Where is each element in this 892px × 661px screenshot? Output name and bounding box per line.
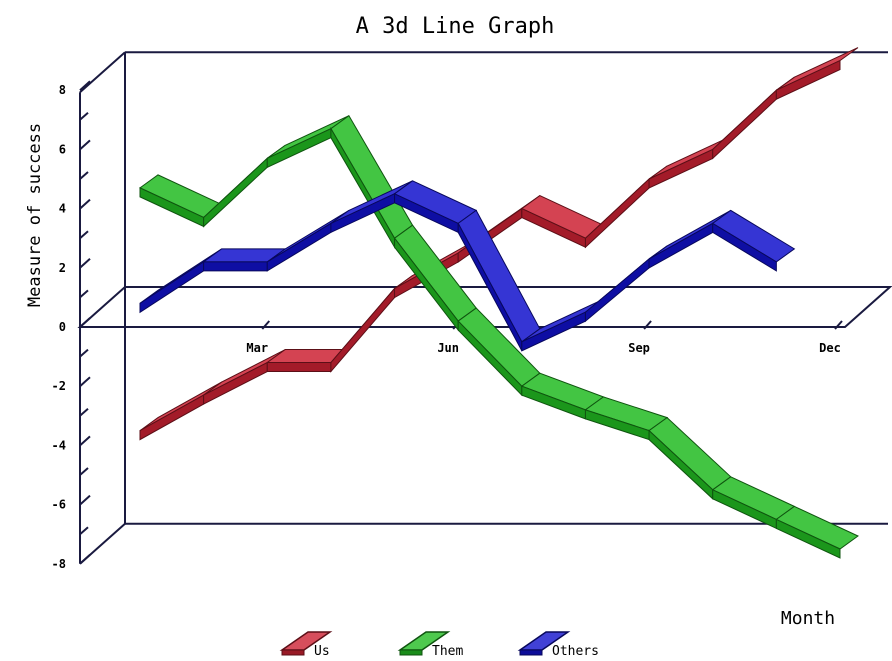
y-tick-mark <box>79 435 91 447</box>
y-axis-ticks: 8 6 4 2 0 -2 -4 -6 -8 <box>52 80 91 571</box>
y-tick-label: 2 <box>59 261 66 275</box>
y-minor-tick-mark <box>79 467 89 476</box>
y-axis-label: Measure of success <box>25 123 45 307</box>
ribbon-side-segment <box>712 89 777 160</box>
x-tick-label: Dec <box>819 341 841 355</box>
y-minor-tick-mark <box>79 408 89 417</box>
y-minor-tick-mark <box>79 348 89 358</box>
legend-swatch-side <box>399 649 423 656</box>
x-tick-label: Sep <box>628 341 650 355</box>
y-tick-mark <box>79 376 91 387</box>
chart-frame <box>77 51 892 565</box>
ribbon-side-segment <box>775 518 841 559</box>
y-tick-label: -4 <box>52 438 66 452</box>
x-axis-label: Month <box>781 608 835 629</box>
y-tick-mark <box>79 139 91 151</box>
ribbon-side-segment <box>203 361 268 405</box>
ribbon-side-segment <box>203 157 268 228</box>
x-tick-label: Jun <box>437 341 459 355</box>
ribbon-side-segment <box>139 394 205 441</box>
y-tick-label: 6 <box>59 142 66 156</box>
ribbon-side-segment <box>266 127 332 169</box>
legend-item-us: Us <box>279 631 333 659</box>
ribbon-side-segment <box>584 177 650 249</box>
y-tick-label: 8 <box>59 83 66 97</box>
y-tick-mark <box>79 317 91 328</box>
legend-label: Us <box>314 644 330 659</box>
ribbon-side-segment <box>266 362 332 373</box>
y-tick-mark <box>79 198 91 210</box>
x-tick-mark <box>834 320 843 330</box>
ribbon-side-segment <box>203 261 268 272</box>
ribbon-top-segment <box>203 349 286 396</box>
ribbon-side-segment <box>648 222 714 269</box>
x-tick-mark <box>643 320 652 330</box>
ribbon-top-segment <box>776 47 859 91</box>
y-minor-tick-mark <box>79 112 89 121</box>
legend-swatch-side <box>519 649 543 656</box>
y-tick-mark <box>79 554 91 565</box>
y-tick-label: 0 <box>59 320 66 334</box>
y-tick-label: -8 <box>52 557 66 571</box>
legend-label: Others <box>552 644 599 659</box>
ribbon-top-segment <box>648 416 732 491</box>
ribbon-top-segment <box>648 135 732 180</box>
series-ribbons <box>139 47 859 559</box>
ribbon-side-segment <box>330 287 396 373</box>
legend-item-them: Them <box>397 631 463 659</box>
x-tick-label: Mar <box>246 341 268 355</box>
ribbon-side-segment <box>648 148 714 189</box>
ribbon-side-segment <box>712 222 777 272</box>
series-ribbon-others <box>139 180 796 352</box>
ribbon-side-segment <box>266 222 332 272</box>
series-ribbon-us <box>139 47 859 441</box>
ribbon-side-segment <box>584 257 650 323</box>
legend: Us Them Others <box>279 631 599 659</box>
y-minor-tick-mark <box>79 289 89 299</box>
y-tick-label: 4 <box>59 202 66 216</box>
chart-title: A 3d Line Graph <box>356 14 555 39</box>
y-tick-mark <box>79 494 91 506</box>
y-tick-mark <box>79 80 91 91</box>
y-tick-mark <box>79 258 91 269</box>
legend-label: Them <box>432 644 463 659</box>
legend-swatch-side <box>281 649 305 656</box>
x-tick-mark <box>261 320 271 330</box>
y-minor-tick-mark <box>79 526 89 535</box>
y-minor-tick-mark <box>79 171 89 180</box>
legend-item-others: Others <box>517 631 599 659</box>
series-ribbon-them <box>139 114 859 559</box>
y-tick-label: -6 <box>52 498 66 512</box>
y-tick-label: -2 <box>52 379 66 393</box>
x-axis-ticks: Mar Jun Sep Dec <box>246 320 843 355</box>
y-minor-tick-mark <box>79 230 89 239</box>
ribbon-side-segment <box>775 59 841 100</box>
